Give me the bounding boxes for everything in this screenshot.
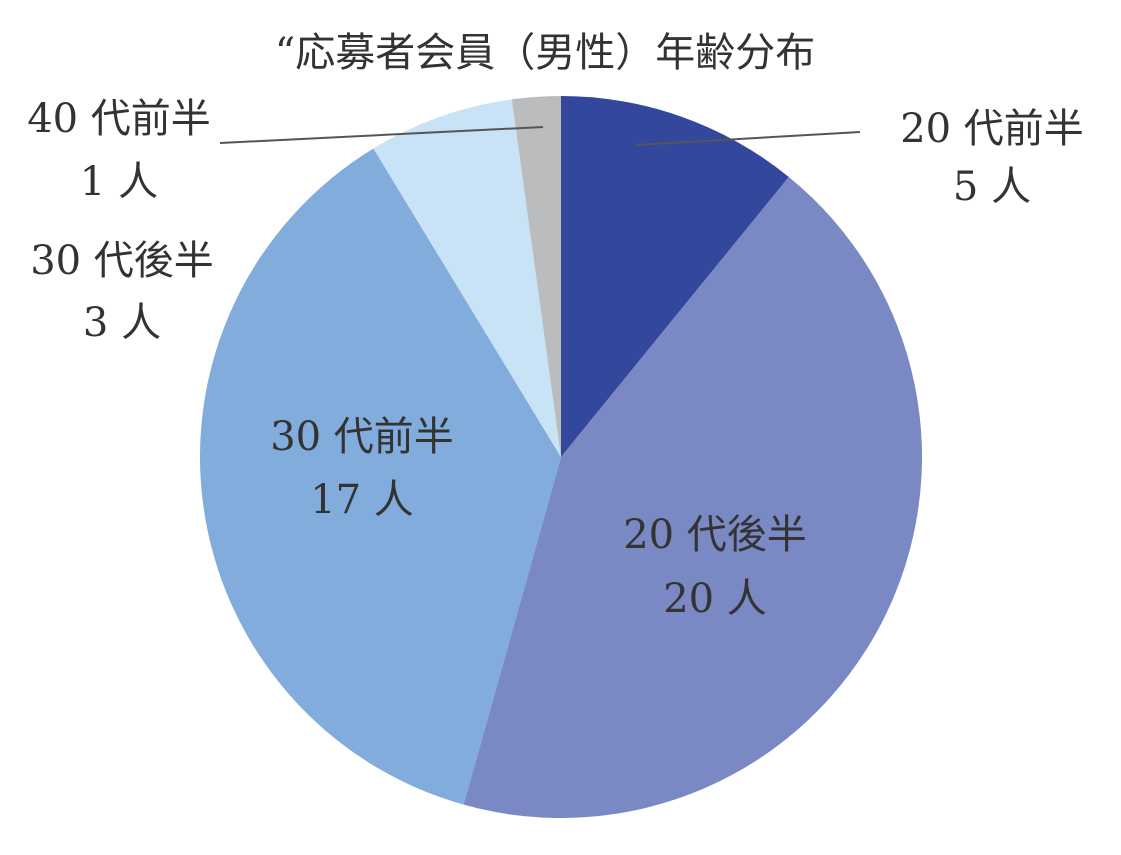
leader-line-5 (219, 126, 544, 144)
slice-count-label-4: 3 人 (83, 300, 161, 346)
slice-count-label-1: 5 人 (953, 164, 1031, 210)
slice-label-2: 20 代後半 (623, 512, 807, 558)
slice-count-label-2: 20 人 (663, 576, 767, 622)
slice-count-label-3: 17 人 (310, 477, 414, 523)
leader-line-1 (634, 131, 861, 146)
pie-slice-5 (511, 96, 561, 457)
slice-label-4: 30 代後半 (30, 238, 214, 284)
leader-lines (219, 126, 861, 146)
slice-count-label-5: 1 人 (80, 159, 158, 205)
pie-slice-4 (373, 99, 561, 458)
pie-slice-3 (199, 148, 561, 805)
slice-label-5: 40 代前半 (27, 96, 211, 142)
chart-title: “応募者会員（男性）年齢分布 (275, 30, 815, 76)
pie-slices (199, 96, 922, 818)
slice-labels: 20 代前半 5 人 20 代後半 20 人 30 代前半 17 人 30 代後半 3 人 40… (27, 96, 1084, 622)
pie-slice-2 (463, 176, 922, 818)
slice-label-3: 30 代前半 (270, 414, 454, 460)
slice-label-1: 20 代前半 (900, 106, 1084, 152)
pie-slice-1 (561, 96, 789, 457)
